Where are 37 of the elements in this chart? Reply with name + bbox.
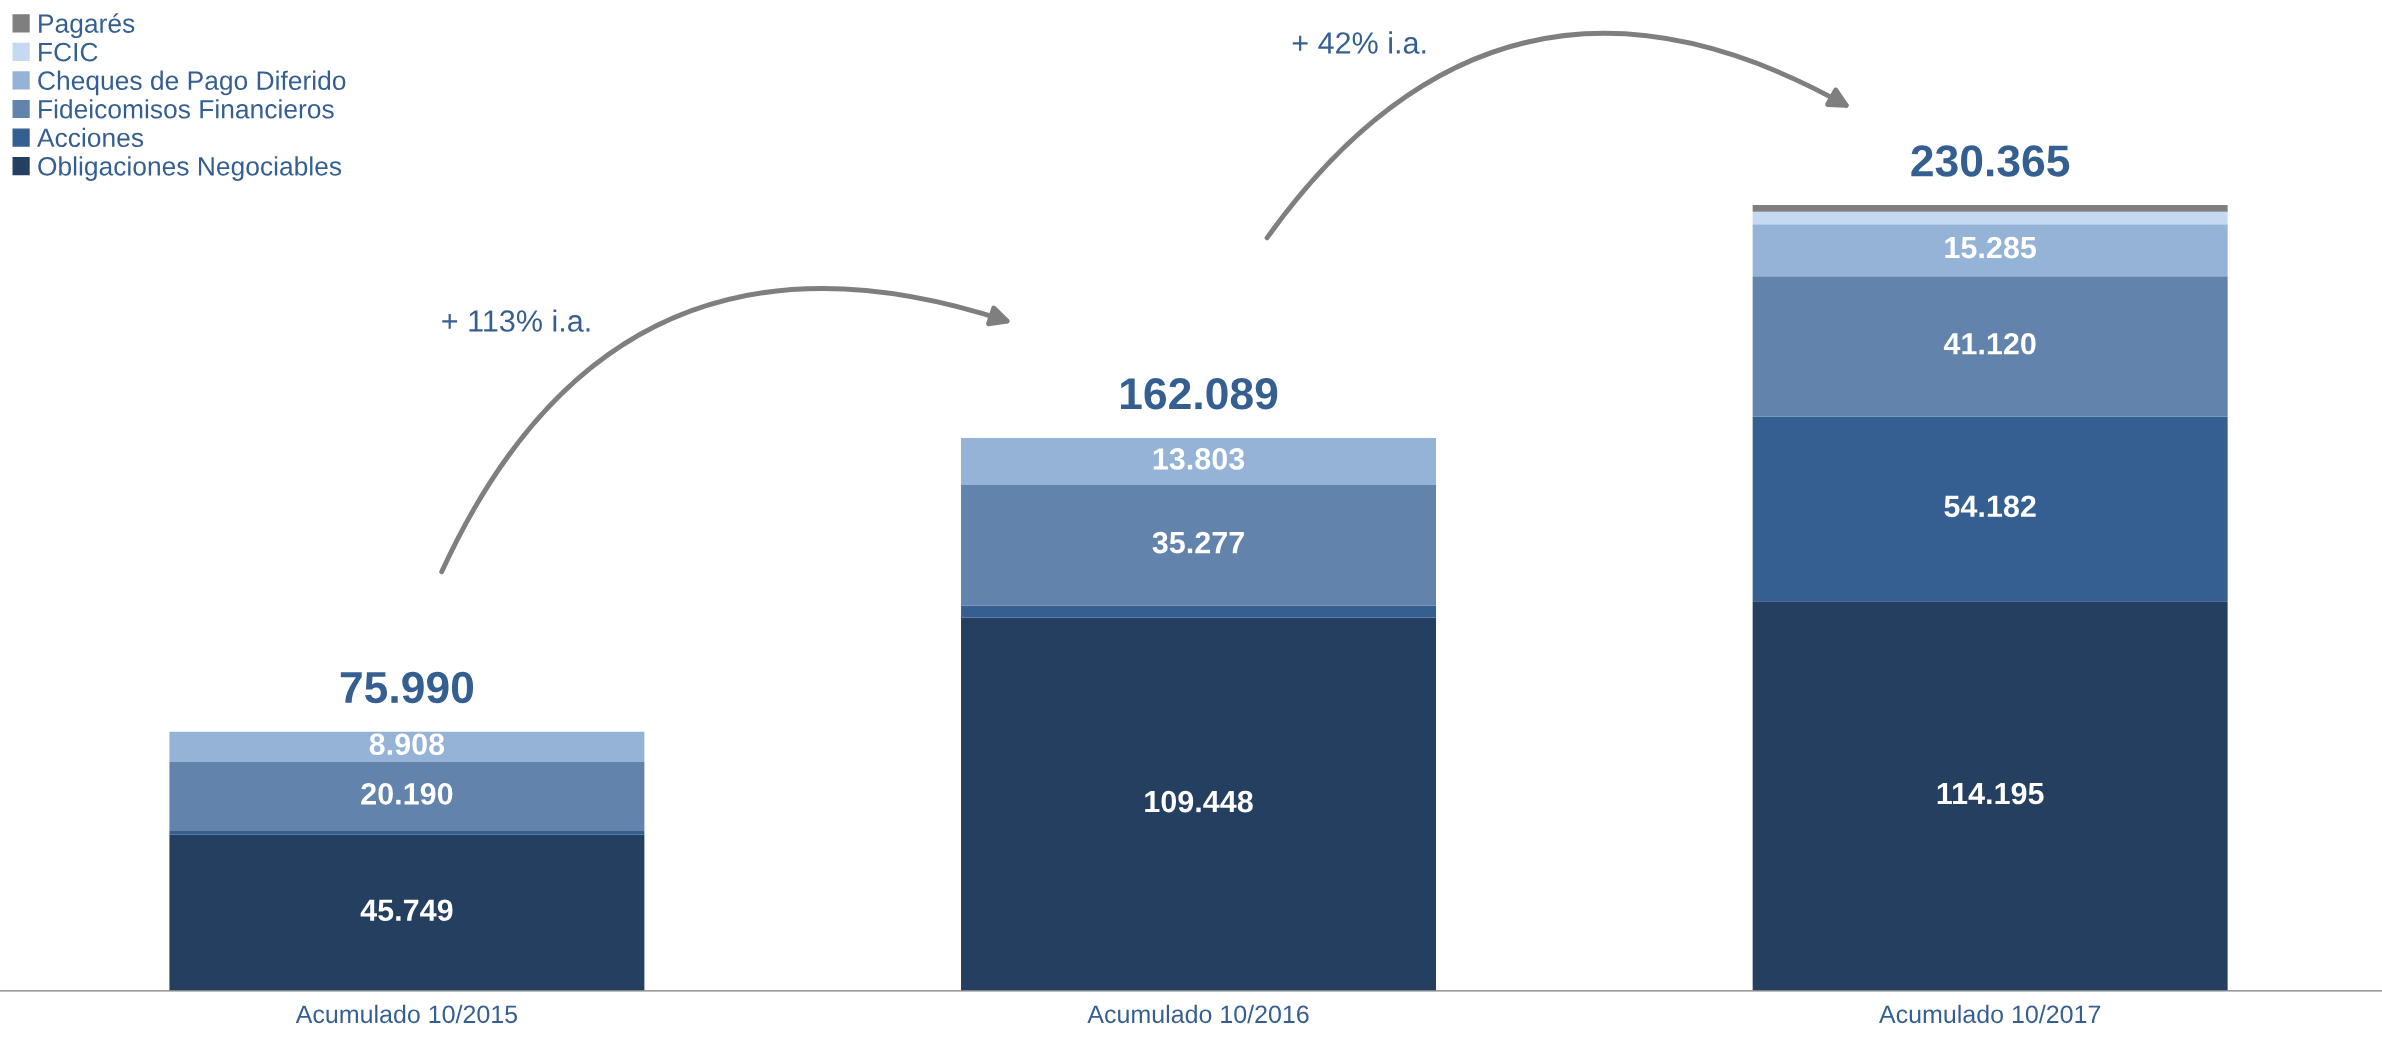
data-label: 114.195	[1937, 782, 2044, 805]
data-label: 20.190	[361, 783, 453, 805]
data-label: 54.182	[1944, 495, 2036, 518]
data-label: 15.285	[1945, 236, 2037, 259]
x-tick-label: Acumulado 10/2015	[295, 1004, 518, 1024]
bar	[1752, 224, 2228, 277]
legend-label: Obligaciones Negociables	[38, 156, 342, 181]
data-label: 13.803	[1153, 448, 1245, 470]
legend-label: Acciones	[37, 127, 144, 148]
legend-label: Pagarés	[39, 13, 135, 39]
legend-label: FCIC	[39, 42, 98, 62]
data-label: 45.749	[360, 899, 453, 922]
bar	[169, 731, 645, 763]
data-label: 35.277	[1152, 531, 1244, 554]
total-label: 75.990	[340, 671, 474, 704]
bar	[961, 617, 1437, 991]
legend-label: Cheques de Pago Diferido	[38, 70, 346, 96]
legend-label: Fideicomisos Financieros	[39, 99, 334, 119]
data-label: 8.908	[369, 733, 445, 756]
total-label: 162.089	[1121, 378, 1278, 410]
bar	[169, 830, 645, 835]
x-tick-label: Acumulado 10/2017	[1879, 1004, 2101, 1024]
total-label: 230.365	[1911, 145, 2070, 177]
bar	[1752, 601, 2228, 991]
x-tick-label: Acumulado 10/2016	[1087, 1004, 1309, 1024]
data-label: 41.120	[1943, 332, 2036, 355]
bar	[961, 437, 1437, 486]
bar	[1752, 276, 2228, 417]
annotation: + 113% i.a.	[442, 309, 590, 332]
data-label: 109.448	[1145, 790, 1253, 813]
bar	[1752, 205, 2228, 212]
text: + 42% i.a.	[1292, 31, 1426, 54]
bar	[961, 605, 1437, 618]
bar	[169, 762, 645, 831]
bar	[1752, 211, 2228, 225]
bar	[1752, 416, 2228, 602]
bar	[169, 834, 645, 991]
